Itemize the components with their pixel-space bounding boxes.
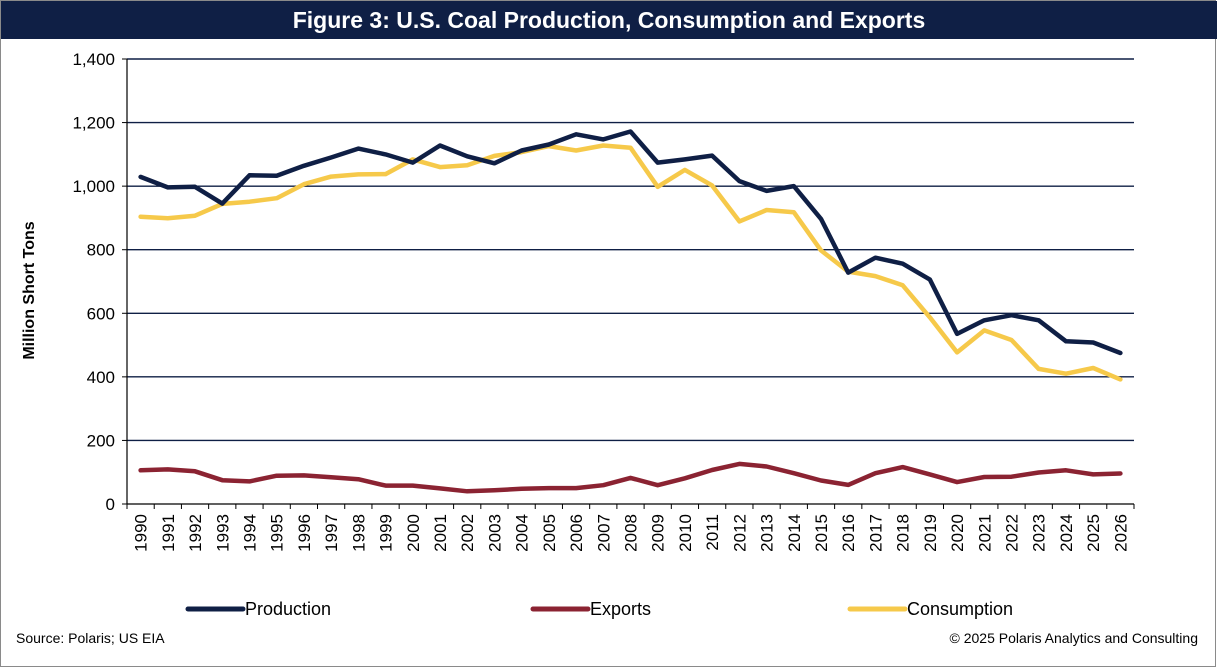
x-tick-label-2021: 2021 [975,514,994,552]
series-line-consumption [138,143,1123,382]
x-tick-label-2026: 2026 [1111,514,1130,552]
chart-title: Figure 3: U.S. Coal Production, Consumpt… [1,1,1217,39]
x-tick-label-2002: 2002 [458,514,477,552]
series-line-production [138,129,1123,356]
y-tick-label-1200: 1,200 [72,114,115,133]
copyright-note: © 2025 Polaris Analytics and Consulting [949,630,1198,646]
y-tick-label-1400: 1,400 [72,50,115,69]
x-tick-label-2011: 2011 [703,514,722,551]
y-tick-label-800: 800 [87,241,115,260]
y-tick-label-400: 400 [87,368,115,387]
x-tick-label-2014: 2014 [785,514,804,552]
x-tick-label-2000: 2000 [404,514,423,552]
x-tick-label-2001: 2001 [431,514,450,552]
y-tick-label-0: 0 [106,495,115,514]
y-tick-label-200: 200 [87,431,115,450]
x-tick-label-1993: 1993 [213,514,232,552]
x-tick-label-2020: 2020 [948,514,967,552]
x-tick-label-2015: 2015 [812,514,831,552]
x-tick-label-2008: 2008 [622,514,641,552]
x-tick-label-2007: 2007 [594,514,613,552]
x-tick-label-2019: 2019 [921,514,940,552]
x-tick-label-1996: 1996 [295,514,314,552]
x-tick-label-2012: 2012 [730,514,749,552]
x-tick-label-1995: 1995 [268,514,287,552]
x-tick-label-1991: 1991 [159,514,178,552]
x-tick-label-2018: 2018 [894,514,913,552]
x-tick-label-1992: 1992 [186,514,205,552]
legend-label-exports: Exports [590,599,651,619]
y-tick-label-600: 600 [87,304,115,323]
x-tick-label-2003: 2003 [485,514,504,552]
x-tick-label-2025: 2025 [1084,514,1103,552]
x-tick-label-2005: 2005 [540,514,559,552]
x-tick-label-2017: 2017 [866,514,885,552]
legend-label-production: Production [245,599,331,619]
x-tick-label-1994: 1994 [240,514,259,552]
y-tick-label-1000: 1,000 [72,177,115,196]
x-tick-label-2006: 2006 [567,514,586,552]
x-tick-label-2010: 2010 [676,514,695,552]
x-tick-label-2004: 2004 [513,514,532,552]
series-line-exports [138,461,1123,494]
source-note: Source: Polaris; US EIA [16,630,165,646]
x-tick-label-1999: 1999 [377,514,396,552]
x-tick-label-1998: 1998 [349,514,368,552]
x-tick-label-2024: 2024 [1057,514,1076,552]
x-tick-label-2016: 2016 [839,514,858,552]
x-tick-label-1997: 1997 [322,514,341,552]
y-axis-title: Million Short Tons [21,221,38,359]
x-tick-label-2013: 2013 [758,514,777,552]
x-tick-label-2023: 2023 [1030,514,1049,552]
x-tick-label-2022: 2022 [1003,514,1022,552]
x-tick-label-1990: 1990 [132,514,151,552]
legend-label-consumption: Consumption [907,599,1013,619]
x-tick-label-2009: 2009 [649,514,668,552]
